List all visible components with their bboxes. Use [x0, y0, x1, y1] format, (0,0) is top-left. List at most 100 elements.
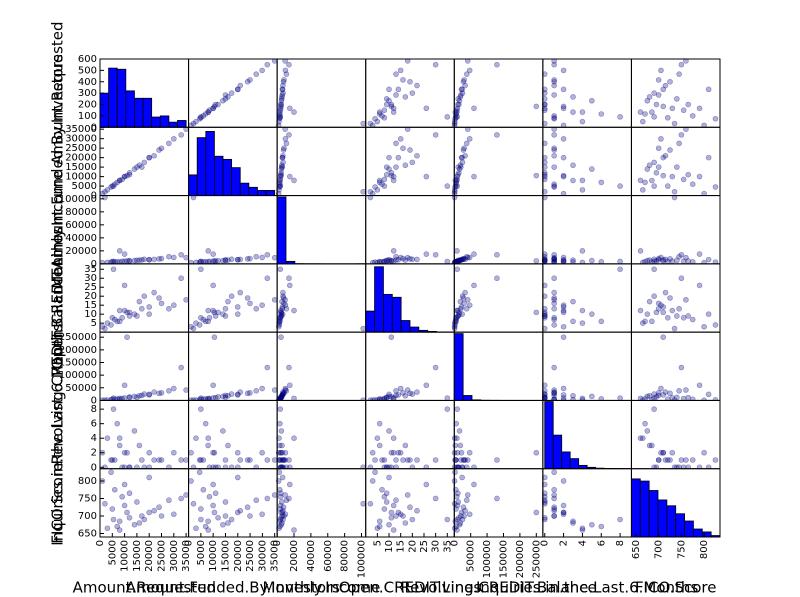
- scatter-point: [151, 507, 157, 514]
- scatter-point: [685, 394, 692, 401]
- scatter-point: [388, 394, 395, 400]
- scatter-point: [639, 435, 646, 442]
- scatter-point: [114, 396, 121, 401]
- scatter-point: [696, 382, 703, 389]
- y-tick-label: 100000: [59, 370, 97, 381]
- scatter-point: [393, 140, 399, 147]
- y-tick-label: 100: [78, 111, 97, 122]
- scatter-point: [456, 166, 463, 172]
- y-tick-label: 20000: [65, 153, 97, 164]
- scatter-point: [205, 396, 211, 401]
- scatter-point: [205, 109, 212, 115]
- x-axis-label: FICO.Score: [635, 579, 717, 597]
- scatter-point: [674, 394, 680, 401]
- scatter-point: [541, 395, 548, 401]
- scatter-point: [551, 78, 557, 85]
- scatter-point: [280, 152, 286, 159]
- scatter-point: [649, 177, 655, 184]
- scatter-point: [646, 298, 653, 305]
- scatter-point: [212, 101, 219, 108]
- scatter-point: [198, 516, 204, 523]
- scatter-point: [100, 323, 106, 330]
- y-tick-label: 250000: [59, 332, 97, 343]
- scatter-point: [667, 78, 673, 85]
- scatter-point: [381, 183, 388, 189]
- scatter-point: [228, 293, 235, 300]
- scatter-point: [372, 259, 378, 264]
- x-tick-label: 35: [442, 540, 453, 553]
- scatter-point: [678, 457, 685, 463]
- scatter-point: [279, 94, 285, 100]
- scatter-point: [277, 105, 284, 112]
- scatter-point: [653, 309, 660, 316]
- scatter-point: [381, 457, 388, 463]
- scatter-point: [146, 311, 153, 317]
- scatter-point: [171, 385, 177, 392]
- scatter-point: [278, 166, 285, 172]
- scatter-point: [114, 420, 121, 427]
- scatter-point: [463, 140, 470, 147]
- x-tick-label: 10: [384, 540, 395, 553]
- scatter-point: [237, 389, 244, 395]
- scatter-point: [282, 449, 289, 456]
- scatter-point: [551, 504, 557, 511]
- scatter-point: [134, 164, 140, 170]
- scatter-point: [280, 507, 286, 514]
- scatter-point: [459, 464, 466, 469]
- scatter-point: [244, 457, 251, 463]
- hist-bar: [125, 90, 135, 128]
- scatter-point: [244, 504, 251, 511]
- scatter-point: [680, 258, 687, 264]
- x-tick-label: 40000: [306, 540, 317, 572]
- scatter-point: [104, 259, 111, 264]
- scatter-point: [570, 259, 576, 264]
- scatter-point: [407, 504, 413, 511]
- scatter-point: [386, 521, 392, 528]
- cell-frame: [630, 195, 721, 265]
- scatter-point: [121, 502, 128, 509]
- scatter-point: [404, 59, 411, 64]
- scatter-point: [198, 258, 204, 264]
- scatter-point: [277, 449, 284, 456]
- scatter-point: [680, 314, 687, 321]
- scatter-point: [381, 107, 388, 114]
- x-tick-label: 0: [540, 540, 551, 546]
- cell: [188, 131, 276, 196]
- scatter-point: [116, 318, 123, 325]
- scatter-point: [551, 364, 557, 371]
- scatter-point: [386, 464, 392, 469]
- scatter-point: [570, 520, 576, 526]
- hist-bar: [116, 68, 127, 128]
- scatter-point: [156, 457, 162, 463]
- scatter-point: [278, 394, 284, 400]
- hist-bar: [134, 97, 144, 128]
- scatter-point: [198, 258, 204, 264]
- x-tick-label: 35000: [181, 540, 192, 572]
- x-tick-label: 0: [184, 540, 195, 546]
- cell-frame: [276, 468, 367, 538]
- scatter-point: [649, 396, 655, 401]
- scatter-point: [551, 181, 557, 187]
- scatter-point: [253, 305, 260, 312]
- scatter-point: [655, 457, 662, 463]
- scatter-point: [278, 393, 285, 400]
- hist-bar: [631, 478, 641, 538]
- scatter-point: [386, 474, 392, 481]
- scatter-point: [124, 449, 130, 456]
- scatter-point: [280, 516, 286, 523]
- scatter-point: [463, 497, 470, 504]
- scatter-point: [171, 254, 177, 261]
- scatter-point: [220, 97, 226, 104]
- scatter-point: [696, 105, 703, 112]
- scatter-point: [397, 385, 404, 392]
- scatter-point: [404, 127, 411, 132]
- scatter-point: [116, 248, 123, 254]
- scatter-point: [589, 257, 595, 264]
- scatter-point: [205, 527, 212, 533]
- scatter-point: [397, 136, 404, 142]
- cell: [275, 266, 366, 332]
- scatter-point: [456, 464, 462, 469]
- hist-bar: [159, 115, 170, 128]
- scatter-point: [228, 256, 235, 263]
- scatter-point: [280, 391, 286, 397]
